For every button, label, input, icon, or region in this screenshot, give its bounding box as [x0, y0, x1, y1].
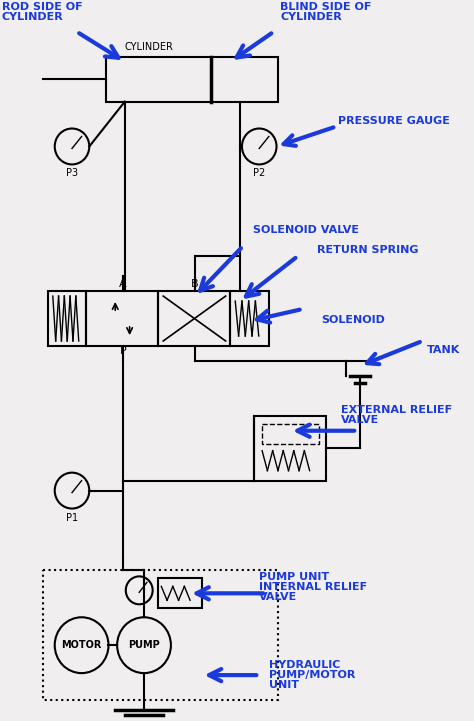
Text: A: A: [119, 279, 127, 289]
Text: VALVE: VALVE: [259, 593, 298, 602]
Text: B: B: [191, 279, 199, 289]
Text: PRESSURE GAUGE: PRESSURE GAUGE: [338, 115, 450, 125]
Text: P2: P2: [253, 169, 265, 178]
Text: PUMP/MOTOR: PUMP/MOTOR: [269, 670, 355, 680]
Text: P3: P3: [66, 169, 78, 178]
Text: UNIT: UNIT: [269, 680, 299, 690]
Bar: [158, 291, 230, 346]
Text: EXTERNAL RELIEF: EXTERNAL RELIEF: [341, 404, 452, 415]
Text: PUMP UNIT: PUMP UNIT: [259, 572, 329, 583]
Text: SOLENOID: SOLENOID: [322, 315, 385, 325]
Text: INTERNAL RELIEF: INTERNAL RELIEF: [259, 583, 367, 593]
Text: HYDRAULIC: HYDRAULIC: [269, 660, 340, 670]
Text: T: T: [191, 346, 198, 356]
Bar: [86, 291, 158, 346]
Text: ROD SIDE OF: ROD SIDE OF: [2, 2, 82, 12]
Text: RETURN SPRING: RETURN SPRING: [317, 245, 419, 255]
Text: P1: P1: [66, 513, 78, 523]
Text: VALVE: VALVE: [341, 415, 379, 425]
Text: SOLENOID VALVE: SOLENOID VALVE: [253, 225, 358, 235]
Bar: [48, 291, 86, 346]
Text: P: P: [119, 346, 126, 356]
Text: TANK: TANK: [427, 345, 461, 355]
Text: CYLINDER: CYLINDER: [124, 42, 173, 52]
Text: PUMP: PUMP: [128, 640, 160, 650]
Bar: [158, 578, 201, 609]
Text: CYLINDER: CYLINDER: [280, 12, 342, 22]
Text: CYLINDER: CYLINDER: [2, 12, 64, 22]
Bar: [262, 424, 319, 443]
Text: MOTOR: MOTOR: [62, 640, 102, 650]
Bar: [106, 57, 278, 102]
Bar: [255, 416, 327, 481]
Text: BLIND SIDE OF: BLIND SIDE OF: [280, 2, 372, 12]
Bar: [230, 291, 269, 346]
Bar: [43, 570, 278, 700]
